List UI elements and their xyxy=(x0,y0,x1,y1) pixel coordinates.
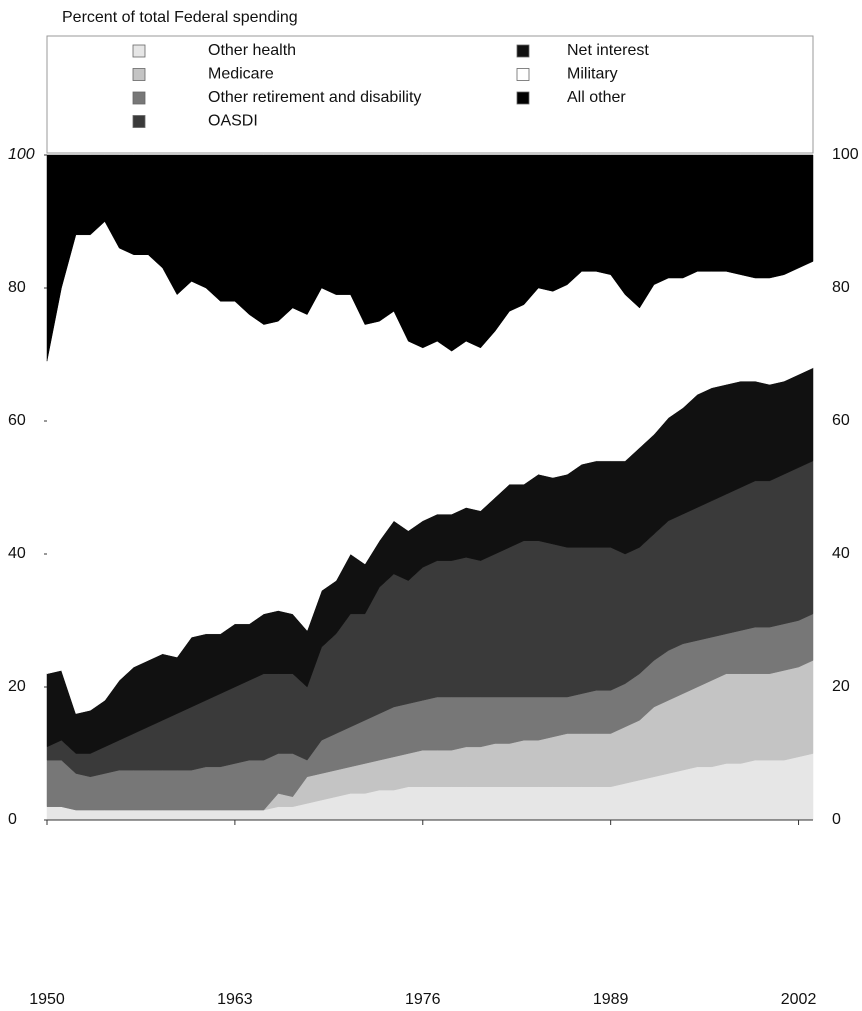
y2-tick-label: 60 xyxy=(832,412,850,429)
legend-swatch xyxy=(132,68,146,81)
legend-swatch xyxy=(516,44,530,58)
y2-tick-label: 100 xyxy=(832,146,859,163)
legend-label: Net interest xyxy=(567,42,649,59)
legend-box xyxy=(46,35,814,154)
y-tick-label: 60 xyxy=(8,412,26,429)
y-tick-label: 0 xyxy=(8,811,17,828)
x-tick-label: 1976 xyxy=(405,991,441,1008)
y-tick-label: 100 xyxy=(8,146,35,163)
legend-label: All other xyxy=(567,89,626,106)
y2-tick-label: 80 xyxy=(832,279,850,296)
y-tick-label: 40 xyxy=(8,545,26,562)
chart-title: Percent of total Federal spending xyxy=(62,9,298,26)
legend-swatch xyxy=(132,115,146,128)
legend-swatch xyxy=(132,91,146,105)
legend-label: Other retirement and disability xyxy=(208,89,421,106)
y2-tick-label: 0 xyxy=(832,811,841,828)
y-tick-label: 20 xyxy=(8,678,26,695)
legend-label: Other health xyxy=(208,42,296,59)
x-tick-label: 1989 xyxy=(593,991,629,1008)
x-tick-label: 1963 xyxy=(217,991,253,1008)
legend-swatch xyxy=(132,44,146,58)
x-tick-label: 2002 xyxy=(781,991,817,1008)
y2-tick-label: 20 xyxy=(832,678,850,695)
legend-swatch xyxy=(516,91,530,105)
legend-label: OASDI xyxy=(208,113,258,130)
y2-tick-label: 40 xyxy=(832,545,850,562)
legend-label: Medicare xyxy=(208,66,274,83)
legend-swatch xyxy=(516,68,530,81)
legend-label: Military xyxy=(567,66,618,83)
y-tick-label: 80 xyxy=(8,279,26,296)
area xyxy=(46,154,814,362)
x-tick-label: 1950 xyxy=(29,991,65,1008)
